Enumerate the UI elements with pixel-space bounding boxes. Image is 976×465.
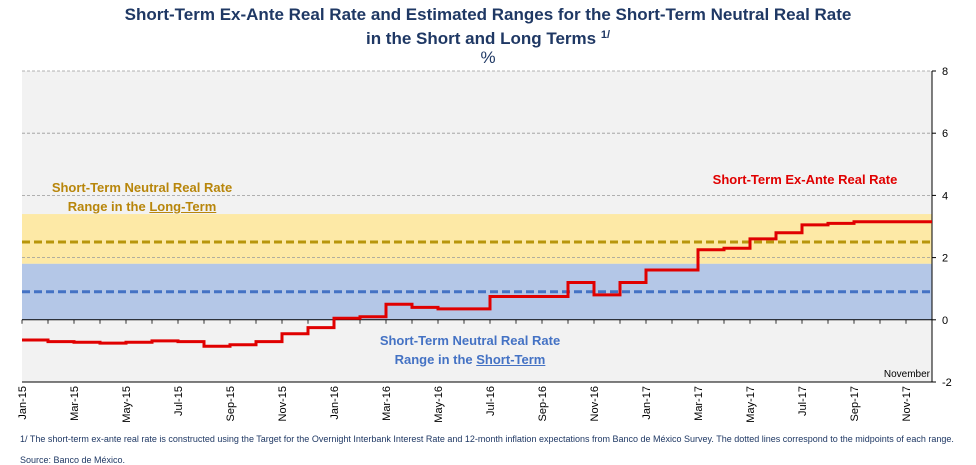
x-tick-label: May-15 bbox=[121, 386, 133, 423]
x-tick-label: Sep-15 bbox=[225, 386, 237, 421]
title-line-1: Short-Term Ex-Ante Real Rate and Estimat… bbox=[124, 5, 852, 24]
x-tick-label: Mar-15 bbox=[69, 386, 81, 421]
shortterm-label-line1: Short-Term Neutral Real Rate bbox=[379, 333, 561, 348]
month-note: November bbox=[883, 369, 930, 380]
y-tick-label: -2 bbox=[942, 377, 952, 389]
x-tick-label: Jul-17 bbox=[797, 386, 809, 416]
x-tick-label: Mar-17 bbox=[693, 386, 705, 421]
footnote: 1/ The short-term ex-ante real rate is c… bbox=[20, 434, 954, 444]
y-tick-label: 0 bbox=[942, 315, 948, 327]
title-footnote-mark: 1/ bbox=[600, 29, 611, 41]
x-tick-label: Sep-16 bbox=[537, 386, 549, 421]
y-tick-label: 8 bbox=[942, 66, 948, 78]
chart-title: Short-Term Ex-Ante Real Rate and Estimat… bbox=[0, 4, 976, 49]
y-tick-label: 4 bbox=[942, 190, 948, 202]
unit-label: % bbox=[480, 48, 496, 67]
longterm-label-emph: Long-Term bbox=[149, 199, 217, 214]
title-line-2: in the Short and Long Terms bbox=[365, 29, 597, 48]
x-tick-label: Nov-15 bbox=[277, 386, 289, 421]
rate-series-line bbox=[22, 220, 932, 348]
x-tick-label: Jan-16 bbox=[329, 386, 341, 420]
x-tick-label: Nov-16 bbox=[589, 386, 601, 421]
shortterm-label-pre: Range in the bbox=[394, 352, 477, 367]
x-tick-label: Jan-17 bbox=[641, 386, 653, 420]
x-tick-label: Nov-17 bbox=[901, 386, 913, 421]
x-tick-label: Mar-16 bbox=[381, 386, 393, 421]
shortterm-range-label: Short-Term Neutral Real Rate Range in th… bbox=[340, 331, 600, 369]
longterm-label-pre: Range in the bbox=[67, 199, 150, 214]
x-tick-label: Jul-16 bbox=[485, 386, 497, 416]
y-tick-label: 6 bbox=[942, 128, 948, 140]
source-note: Source: Banco de México. bbox=[20, 455, 126, 465]
x-tick-label: Jul-15 bbox=[173, 386, 185, 416]
shortterm-label-emph: Short-Term bbox=[476, 352, 546, 367]
x-tick-label: Jan-15 bbox=[17, 386, 29, 420]
x-tick-label: May-17 bbox=[745, 386, 757, 423]
longterm-range-band bbox=[22, 214, 932, 264]
rate-series-label: Short-Term Ex-Ante Real Rate bbox=[712, 172, 898, 187]
y-tick-label: 2 bbox=[942, 253, 948, 265]
x-tick-label: Sep-17 bbox=[849, 386, 861, 421]
longterm-range-label: Short-Term Neutral Real Rate Range in th… bbox=[22, 178, 262, 216]
longterm-label-line1: Short-Term Neutral Real Rate bbox=[51, 180, 233, 195]
x-tick-label: May-16 bbox=[433, 386, 445, 423]
